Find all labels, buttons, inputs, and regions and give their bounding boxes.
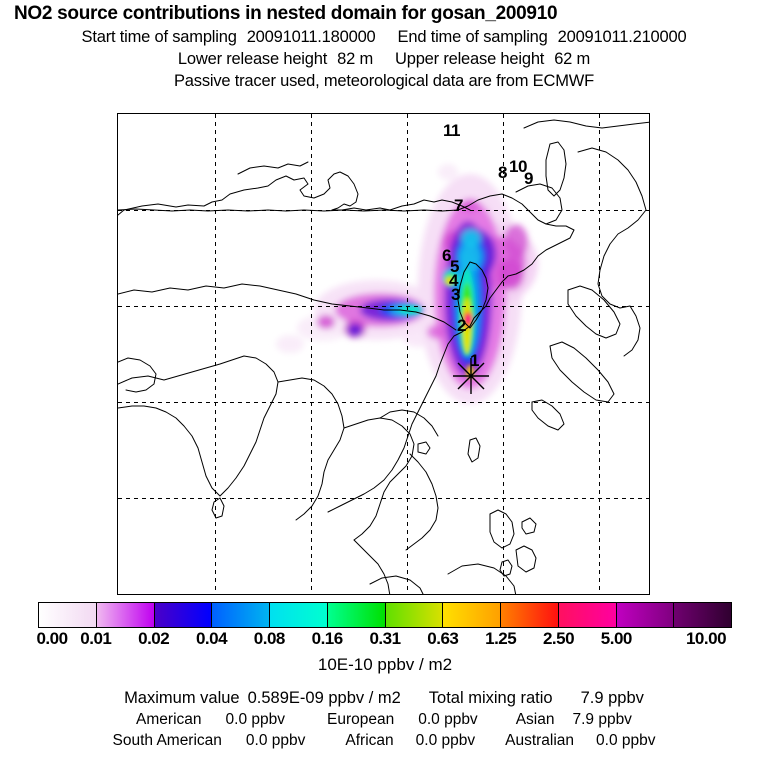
colorbar-segment-7 — [384, 603, 443, 627]
colorbar-segment-5 — [269, 603, 327, 627]
traj-label-3: 3 — [451, 285, 460, 304]
gridline-lon-4 — [503, 114, 504, 594]
lower-release-label: Lower release height — [177, 50, 328, 68]
traj-label-10: 10 — [509, 157, 527, 176]
colorbar-tick-1: 0.01 — [80, 629, 112, 648]
gridline-lon-1 — [215, 114, 216, 594]
end-time-label: End time of sampling — [397, 28, 548, 46]
gridline-lat-1 — [118, 210, 649, 211]
traj-label-5: 5 — [450, 257, 459, 276]
gridline-lat-2 — [118, 306, 649, 307]
gridline-lon-2 — [311, 114, 312, 594]
footer-stats: Maximum value 0.589E-09 ppbv / m2 Total … — [0, 686, 768, 750]
traj-label-4: 4 — [449, 271, 458, 290]
colorbar-segment-10 — [557, 603, 616, 627]
asterisk-marker — [453, 358, 489, 394]
gridline-lat-3 — [118, 402, 649, 403]
start-time-label: Start time of sampling — [81, 28, 237, 46]
traj-label-6: 6 — [442, 246, 451, 265]
total-mixing-value: 7.9 ppbv — [580, 689, 644, 707]
trajectory-label-overlay: 1 2 3 4 5 6 7 8 10 9 11 — [118, 114, 649, 594]
region-south-american-value: 0.0 ppbv — [245, 732, 306, 749]
colorbar-segment-1 — [39, 603, 96, 627]
colorbar-tick-8: 1.25 — [485, 629, 517, 648]
lower-release-value: 82 m — [337, 50, 373, 68]
footer-row-regions-1: American 0.0 ppbv European 0.0 ppbv Asia… — [0, 711, 768, 729]
region-american-value: 0.0 ppbv — [225, 711, 285, 728]
concentration-heatmap — [118, 114, 649, 594]
max-value-value: 0.589E-09 ppbv / m2 — [247, 689, 401, 707]
footer-row-regions-2: South American 0.0 ppbv African 0.0 ppbv… — [0, 732, 768, 750]
end-time-value: 20091011.210000 — [557, 28, 687, 46]
region-european-value: 0.0 ppbv — [418, 711, 478, 728]
coastline-svg — [118, 119, 649, 594]
region-south-american-label: South American — [112, 732, 222, 749]
colorbar-unit-label: 10E-10 ppbv / m2 — [317, 655, 453, 674]
colorbar[interactable] — [38, 602, 732, 628]
colorbar-tick-5: 0.16 — [311, 629, 344, 648]
colorbar-segment-4 — [211, 603, 269, 627]
sampling-time-row: Start time of sampling 20091011.180000 End… — [0, 28, 768, 47]
colorbar-segment-9 — [500, 603, 558, 627]
colorbar-segment-2 — [95, 603, 154, 627]
colorbar-tick-11: 10.00 — [685, 629, 727, 648]
colorbar-tick-4: 0.08 — [253, 629, 286, 648]
region-asian-value: 7.9 ppbv — [572, 711, 632, 728]
region-asian-label: Asian — [515, 711, 555, 728]
colorbar-tick-10: 5.00 — [600, 629, 633, 648]
traj-label-8: 8 — [498, 163, 507, 182]
footer-row-max: Maximum value 0.589E-09 ppbv / m2 Total … — [0, 689, 768, 708]
map-frame: 1 2 3 4 5 6 7 8 10 9 11 — [117, 113, 650, 595]
max-value-label: Maximum value — [124, 689, 240, 707]
release-height-row: Lower release height 82 m Upper release he… — [0, 50, 768, 69]
colorbar-segment-3 — [153, 603, 212, 627]
colorbar-tick-6: 0.31 — [369, 629, 401, 648]
traj-label-9: 9 — [524, 169, 533, 188]
start-time-value: 20091011.180000 — [246, 28, 376, 46]
region-australian-value: 0.0 ppbv — [596, 732, 656, 749]
colorbar-segment-6 — [326, 603, 385, 627]
traj-label-1: 1 — [470, 351, 479, 370]
colorbar-segment-12 — [673, 603, 731, 627]
method-note: Passive tracer used, meteorological data… — [174, 72, 594, 90]
region-australian-label: Australian — [505, 732, 575, 749]
page-title: NO2 source contributions in nested domai… — [14, 3, 558, 24]
colorbar-tick-labels: 0.00 0.01 0.02 0.04 0.08 0.16 0.31 0.63 … — [36, 629, 732, 651]
gridline-lon-3 — [407, 114, 408, 594]
coastline-overlay — [118, 114, 649, 594]
colorbar-segment-11 — [615, 603, 674, 627]
release-marker-svg — [453, 358, 489, 394]
gridline-lon-5 — [599, 114, 600, 594]
total-mixing-label: Total mixing ratio — [428, 689, 553, 707]
colorbar-tick-9: 2.50 — [542, 629, 575, 648]
colorbar-panel: 0.00 0.01 0.02 0.04 0.08 0.16 0.31 0.63 … — [36, 602, 732, 675]
lat-lon-gridlines — [118, 114, 649, 594]
gridline-lat-4 — [118, 498, 649, 499]
traj-label-11: 11 — [443, 121, 460, 140]
region-american-label: American — [136, 711, 202, 728]
colorbar-tick-7: 0.63 — [427, 629, 459, 648]
region-african-value: 0.0 ppbv — [415, 732, 476, 749]
colorbar-tick-3: 0.04 — [195, 629, 228, 648]
region-european-label: European — [326, 711, 395, 728]
region-african-label: African — [345, 732, 394, 749]
upper-release-value: 62 m — [554, 50, 591, 68]
traj-label-2: 2 — [457, 316, 466, 335]
colorbar-segment-8 — [442, 603, 500, 627]
upper-release-label: Upper release height — [395, 50, 545, 68]
colorbar-tick-2: 0.02 — [138, 629, 170, 648]
colorbar-tick-0: 0.00 — [36, 629, 68, 648]
header: NO2 source contributions in nested domai… — [0, 0, 768, 91]
traj-label-7: 7 — [454, 196, 463, 215]
plume-svg — [276, 164, 538, 404]
map-panel[interactable]: 1 2 3 4 5 6 7 8 10 9 11 — [117, 113, 650, 595]
